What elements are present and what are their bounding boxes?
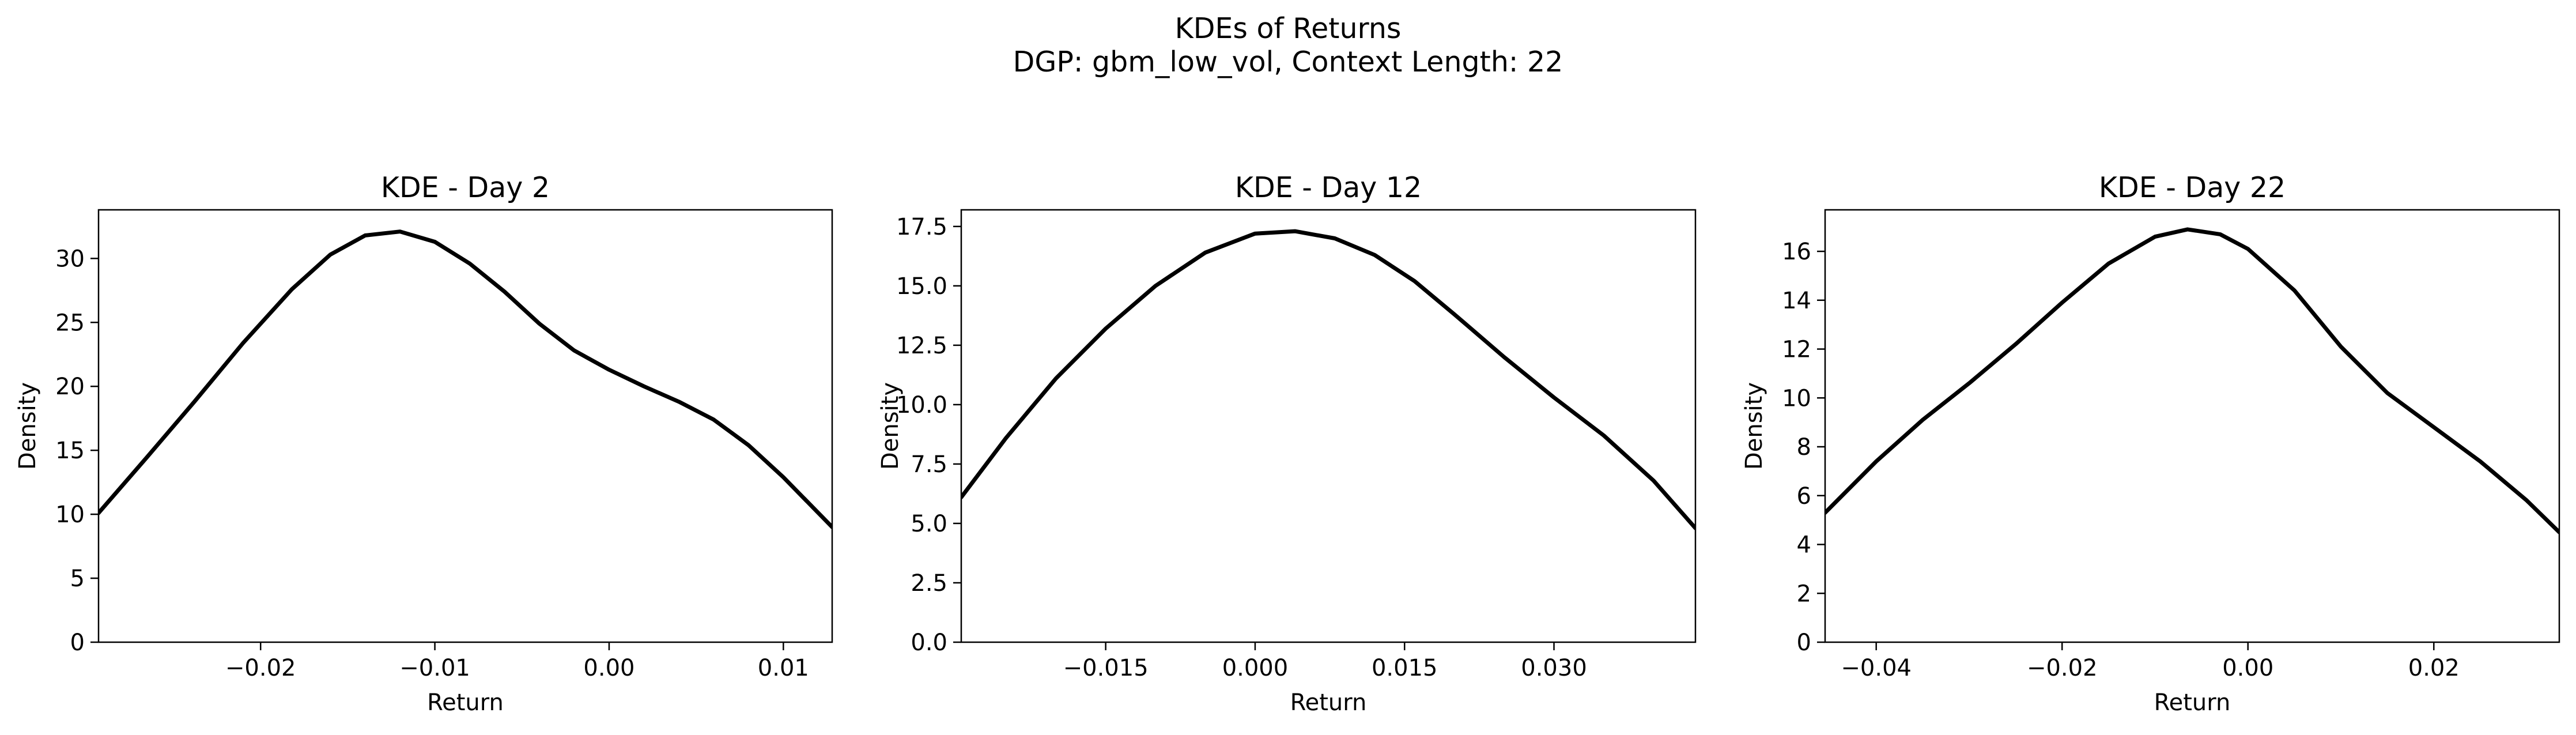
y-tick-label: 30 (55, 246, 85, 272)
y-tick-label: 5.0 (911, 511, 947, 537)
kde-panel-day-12: KDE - Day 12 −0.015 0.000 0.015 0.030 0.0 2.5 5… (877, 171, 1697, 716)
x-tick-label: −0.015 (1063, 655, 1149, 681)
y-tick-label: 10.0 (896, 392, 947, 419)
y-tick-label: 6 (1797, 483, 1811, 510)
x-tick-label: 0.02 (2408, 655, 2460, 681)
figure-suptitle-line1: KDEs of Returns (1175, 12, 1402, 45)
y-tick-label: 14 (1782, 288, 1811, 314)
y-tick-label: 0.0 (911, 630, 947, 656)
panel-title: KDE - Day 22 (2099, 171, 2286, 204)
x-axis-label: Return (427, 689, 504, 716)
y-tick-label: 2.5 (911, 570, 947, 597)
kde-panel-day-22: KDE - Day 22 −0.04 −0.02 0.00 0.02 0 2 4 6 8 10 12 1… (1741, 171, 2560, 716)
x-tick-label: 0.000 (1222, 655, 1289, 681)
panel-title: KDE - Day 2 (381, 171, 550, 204)
x-tick-label: −0.01 (399, 655, 470, 681)
y-tick-label: 4 (1797, 532, 1811, 559)
figure-suptitle-line2: DGP: gbm_low_vol, Context Length: 22 (1013, 46, 1563, 78)
y-tick-label: 25 (55, 310, 85, 336)
y-axis-label: Density (1741, 382, 1767, 470)
kde-curve (99, 229, 832, 529)
axes-frame (97, 209, 833, 643)
y-tick-label: 8 (1797, 434, 1811, 461)
y-tick-label: 5 (70, 566, 85, 592)
axes-frame (1824, 209, 2560, 643)
kde-curve (961, 229, 1695, 530)
y-tick-label: 20 (55, 374, 85, 400)
y-tick-label: 2 (1797, 581, 1811, 607)
x-tick-label: −0.02 (225, 655, 296, 681)
kde-panel-day-2: KDE - Day 2 −0.02 −0.01 0.00 0.01 0 5 10 15 20 25 3… (14, 171, 833, 716)
kde-curve (1825, 227, 2559, 534)
x-tick-label: 0.00 (583, 655, 634, 681)
y-tick-label: 16 (1782, 239, 1811, 265)
y-tick-label: 15 (55, 438, 85, 464)
x-tick-label: −0.02 (2027, 655, 2098, 681)
x-tick-label: 0.030 (1521, 655, 1587, 681)
y-tick-label: 17.5 (896, 214, 947, 240)
y-tick-label: 10 (1782, 385, 1811, 412)
y-axis-label: Density (877, 382, 904, 470)
x-tick-label: 0.00 (2222, 655, 2273, 681)
x-tick-label: −0.04 (1841, 655, 1912, 681)
panel-title: KDE - Day 12 (1235, 171, 1422, 204)
y-tick-label: 12.5 (896, 333, 947, 359)
axes-frame (960, 209, 1697, 643)
x-axis-label: Return (2154, 689, 2231, 716)
y-tick-label: 15.0 (896, 273, 947, 300)
y-tick-label: 0 (70, 630, 85, 656)
x-axis-label: Return (1290, 689, 1367, 716)
y-axis-label: Density (14, 382, 41, 470)
y-tick-label: 0 (1797, 630, 1811, 656)
y-tick-label: 10 (55, 502, 85, 528)
x-tick-label: 0.01 (758, 655, 809, 681)
x-tick-label: 0.015 (1372, 655, 1438, 681)
y-tick-label: 12 (1782, 337, 1811, 363)
y-tick-label: 7.5 (911, 451, 947, 478)
